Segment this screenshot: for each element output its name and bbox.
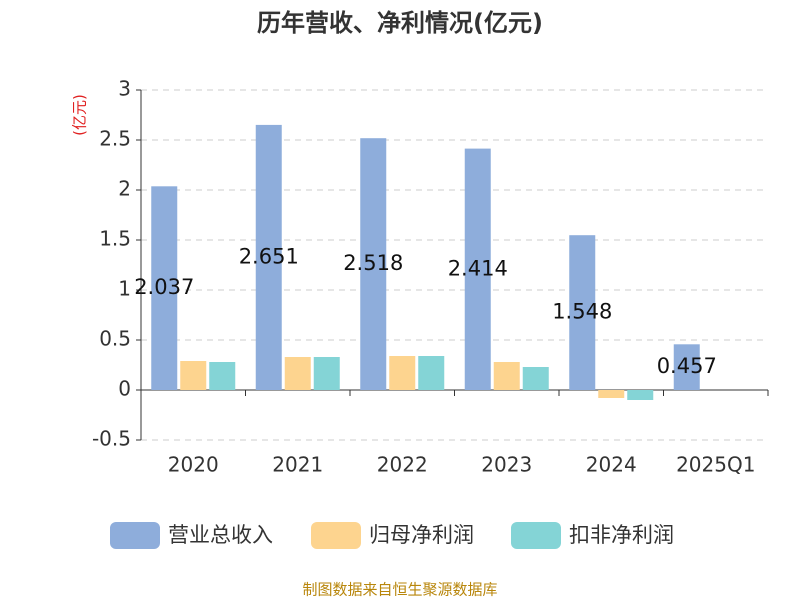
value-label: 1.548 <box>552 300 612 324</box>
value-label: 2.518 <box>343 251 403 275</box>
bar <box>389 356 416 390</box>
value-label: 2.651 <box>239 244 299 268</box>
bar <box>418 356 445 390</box>
chart-title: 历年营收、净利情况(亿元) <box>257 9 543 37</box>
x-tick-label: 2020 <box>168 453 219 477</box>
y-tick-label: 3 <box>118 77 131 101</box>
bar <box>569 235 596 390</box>
bar <box>522 367 549 390</box>
x-tick-label: 2022 <box>377 453 428 477</box>
legend-swatch <box>511 522 561 549</box>
y-tick-label: 2.5 <box>99 127 131 151</box>
x-tick-label: 2021 <box>272 453 323 477</box>
legend-label: 扣非净利润 <box>569 523 674 547</box>
x-tick-label: 2024 <box>586 453 637 477</box>
source-note: 制图数据来自恒生聚源数据库 <box>302 581 497 599</box>
bar <box>284 357 311 390</box>
y-tick-label: -0.5 <box>92 427 131 451</box>
bar <box>673 344 700 390</box>
bar <box>493 362 520 390</box>
bar <box>151 186 178 390</box>
value-label: 0.457 <box>657 354 717 378</box>
value-label: 2.037 <box>134 275 194 299</box>
legend-label: 归母净利润 <box>369 523 474 547</box>
x-tick-label: 2023 <box>481 453 532 477</box>
bar <box>313 357 340 390</box>
y-tick-label: 1.5 <box>99 227 131 251</box>
bar <box>464 148 491 390</box>
y-tick-label: 2 <box>118 177 131 201</box>
bar <box>209 362 236 390</box>
y-axis-label: (亿元) <box>71 94 89 136</box>
bar <box>360 138 387 390</box>
legend-swatch <box>311 522 361 549</box>
y-tick-label: 0 <box>118 377 131 401</box>
bar <box>255 124 282 391</box>
x-tick-label: 2025Q1 <box>676 453 755 477</box>
legend-swatch <box>110 522 160 549</box>
y-tick-label: 0.5 <box>99 327 131 351</box>
bar <box>180 361 207 390</box>
bar <box>598 390 625 398</box>
bar <box>627 390 654 400</box>
y-tick-label: 1 <box>118 277 131 301</box>
legend-label: 营业总收入 <box>168 523 273 547</box>
value-label: 2.414 <box>448 256 508 280</box>
